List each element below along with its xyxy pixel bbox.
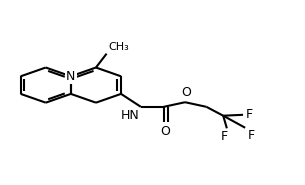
Text: CH₃: CH₃ [108, 42, 129, 52]
Text: F: F [220, 130, 227, 143]
Text: O: O [161, 125, 170, 138]
Text: HN: HN [120, 109, 139, 122]
Text: F: F [246, 108, 253, 121]
Text: F: F [248, 129, 255, 142]
Text: N: N [66, 70, 76, 83]
Text: O: O [182, 86, 192, 100]
